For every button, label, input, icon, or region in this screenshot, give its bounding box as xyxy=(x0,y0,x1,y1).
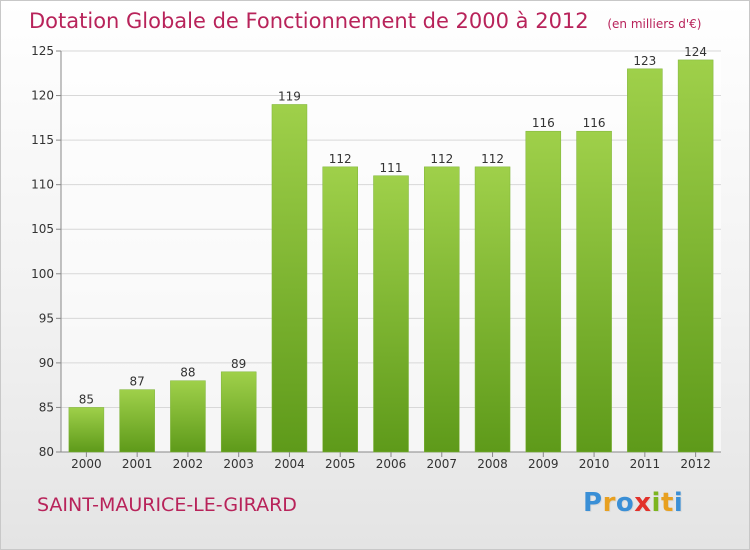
bar-value-label: 124 xyxy=(684,45,707,59)
chart-title-text: Dotation Globale de Fonctionnement de 20… xyxy=(29,9,589,33)
bar xyxy=(119,389,155,453)
x-tick-label: 2001 xyxy=(122,457,153,471)
y-tick-label: 90 xyxy=(39,356,54,370)
bar xyxy=(424,166,460,453)
bar-value-label: 112 xyxy=(430,152,453,166)
chart-subtitle: (en milliers d'€) xyxy=(607,17,702,31)
y-tick-label: 120 xyxy=(31,89,54,103)
y-tick-label: 110 xyxy=(31,178,54,192)
bar xyxy=(220,371,257,453)
bar-value-label: 87 xyxy=(130,375,145,389)
x-tick-label: 2003 xyxy=(223,457,254,471)
bar xyxy=(322,166,358,453)
y-tick-label: 125 xyxy=(31,44,54,58)
y-tick-label: 105 xyxy=(31,222,54,236)
x-tick-label: 2005 xyxy=(325,457,356,471)
x-tick-label: 2010 xyxy=(579,457,610,471)
proxiti-logo: Proxiti xyxy=(583,488,683,518)
bar-value-label: 119 xyxy=(278,89,301,103)
bar xyxy=(677,59,714,453)
x-tick-label: 2011 xyxy=(630,457,661,471)
bar-value-label: 116 xyxy=(532,116,555,130)
bar-value-label: 123 xyxy=(633,54,656,68)
bar xyxy=(170,380,206,453)
logo-letter: x xyxy=(634,488,652,518)
logo-letter: t xyxy=(660,488,674,518)
logo-letter: i xyxy=(673,488,684,518)
bar xyxy=(373,175,409,453)
x-tick-label: 2004 xyxy=(274,457,305,471)
bar-value-label: 88 xyxy=(180,366,195,380)
bar xyxy=(525,130,562,453)
bar xyxy=(271,104,308,453)
bar-value-label: 89 xyxy=(231,357,246,371)
x-tick-label: 2009 xyxy=(528,457,559,471)
bar xyxy=(474,166,511,453)
bar xyxy=(68,407,105,453)
y-tick-label: 85 xyxy=(39,400,54,414)
logo-letter: o xyxy=(615,488,635,518)
y-tick-label: 95 xyxy=(39,311,54,325)
y-tick-label: 100 xyxy=(31,267,54,281)
commune-name: SAINT-MAURICE-LE-GIRARD xyxy=(37,494,297,516)
bar-value-label: 116 xyxy=(583,116,606,130)
x-tick-label: 2000 xyxy=(71,457,102,471)
y-tick-label: 115 xyxy=(31,133,54,147)
x-tick-label: 2002 xyxy=(173,457,204,471)
x-tick-label: 2012 xyxy=(680,457,711,471)
logo-letter: i xyxy=(651,488,661,518)
bar xyxy=(627,68,663,453)
x-tick-label: 2007 xyxy=(426,457,457,471)
x-tick-label: 2006 xyxy=(376,457,407,471)
y-tick-label: 80 xyxy=(39,445,54,459)
bar-value-label: 85 xyxy=(79,392,94,406)
bar xyxy=(576,130,612,453)
chart-title: Dotation Globale de Fonctionnement de 20… xyxy=(29,9,701,33)
bar-value-label: 112 xyxy=(481,152,504,166)
bar-value-label: 112 xyxy=(329,152,352,166)
logo-letter: r xyxy=(602,488,616,518)
x-tick-label: 2008 xyxy=(477,457,508,471)
bar-value-label: 111 xyxy=(380,161,403,175)
logo-letter: P xyxy=(583,488,603,518)
